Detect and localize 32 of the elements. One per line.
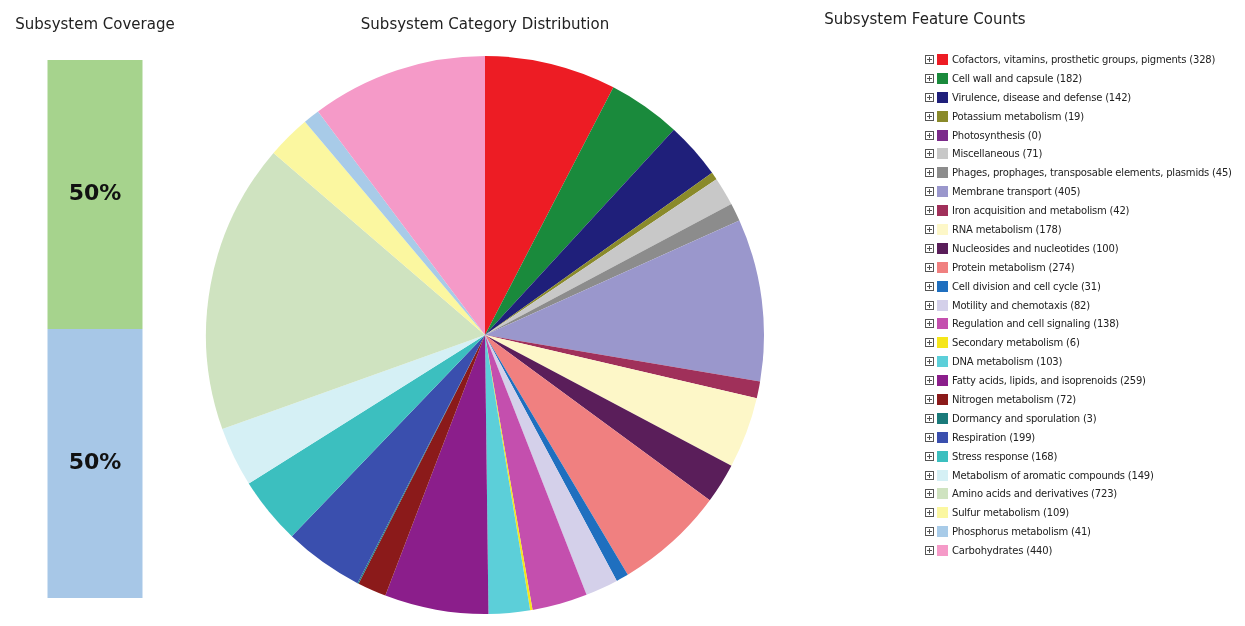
legend-label: Phages, prophages, transposable elements, plasmids (45) [952, 167, 1232, 179]
legend-label: RNA metabolism (178) [952, 223, 1062, 235]
chart-title: Subsystem Coverage [15, 14, 175, 33]
legend-label: Nitrogen metabolism (72) [952, 393, 1077, 405]
legend-label: Secondary metabolism (6) [952, 337, 1080, 349]
legend-label: Miscellaneous (71) [952, 148, 1043, 160]
data-label: 50% [68, 180, 122, 206]
legend-label: DNA metabolism (103) [952, 356, 1063, 368]
legend-label: Stress response (168) [952, 450, 1058, 462]
legend-label: Protein metabolism (274) [952, 261, 1075, 273]
legend-label: Amino acids and derivatives (723) [952, 488, 1118, 500]
legend-label: Nucleosides and nucleotides (100) [952, 242, 1119, 254]
legend-label: Membrane transport (405) [952, 186, 1081, 198]
legend-label: Dormancy and sporulation (3) [952, 412, 1097, 424]
legend-label: Virulence, disease and defense (142) [952, 91, 1132, 103]
legend-label: Phosphorus metabolism (41) [952, 526, 1091, 538]
chart-title: Subsystem Category Distribution [360, 14, 610, 33]
legend-label: Metabolism of aromatic compounds (149) [952, 469, 1154, 481]
legend-label: Iron acquisition and metabolism (42) [952, 205, 1130, 217]
legend-label: Respiration (199) [952, 431, 1036, 443]
legend-label: Fatty acids, lipids, and isoprenoids (259) [952, 375, 1146, 387]
legend-label: Cell wall and capsule (182) [952, 72, 1083, 84]
legend-label: Carbohydrates (440) [952, 545, 1053, 557]
legend-label: Potassium metabolism (19) [952, 110, 1084, 122]
legend-label: Motility and chemotaxis (82) [952, 299, 1090, 311]
legend-label: Regulation and cell signaling (138) [952, 318, 1120, 330]
legend-label: Photosynthesis (0) [952, 129, 1042, 141]
legend-label: Cofactors, vitamins, prosthetic groups, pigments (328) [952, 53, 1216, 65]
legend-title: Subsystem Feature Counts [823, 10, 1027, 28]
data-label: 50% [68, 449, 122, 475]
legend-label: Sulfur metabolism (109) [952, 507, 1069, 519]
legend-label: Cell division and cell cycle (31) [952, 280, 1101, 292]
